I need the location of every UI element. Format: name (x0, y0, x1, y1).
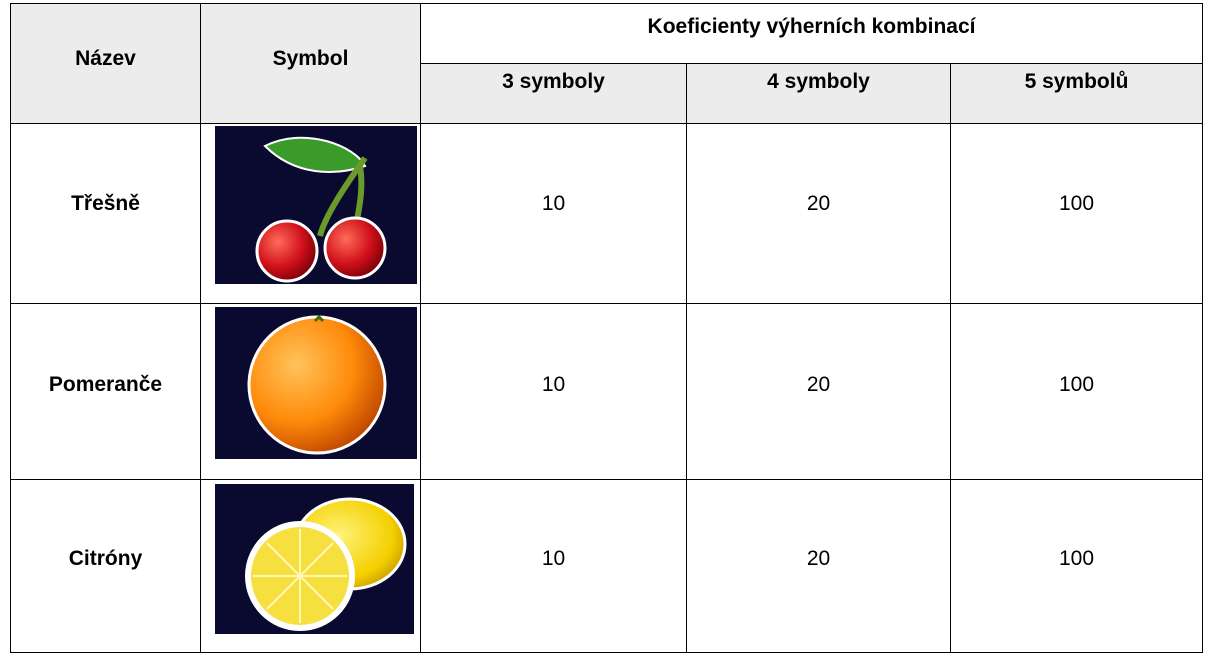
value-cell: 100 (950, 479, 1203, 653)
value-cell: 10 (420, 123, 687, 304)
header-column: 4 symboly (686, 63, 951, 124)
row-name: Citróny (10, 479, 201, 653)
value-cell: 100 (950, 123, 1203, 304)
row-name: Třešně (10, 123, 201, 304)
cherry-icon (215, 126, 417, 284)
value-cell: 10 (420, 303, 687, 480)
header-symbol: Symbol (200, 3, 421, 124)
header-name: Název (10, 3, 201, 124)
row-name: Pomeranče (10, 303, 201, 480)
header-column: 3 symboly (420, 63, 687, 124)
value-cell: 100 (950, 303, 1203, 480)
value-cell: 20 (686, 303, 951, 480)
value-cell: 10 (420, 479, 687, 653)
orange-icon (215, 307, 417, 459)
value-cell: 20 (686, 479, 951, 653)
value-cell: 20 (686, 123, 951, 304)
header-group: Koeficienty výherních kombinací (420, 3, 1203, 64)
header-column: 5 symbolů (950, 63, 1203, 124)
lemon-icon (215, 484, 414, 634)
